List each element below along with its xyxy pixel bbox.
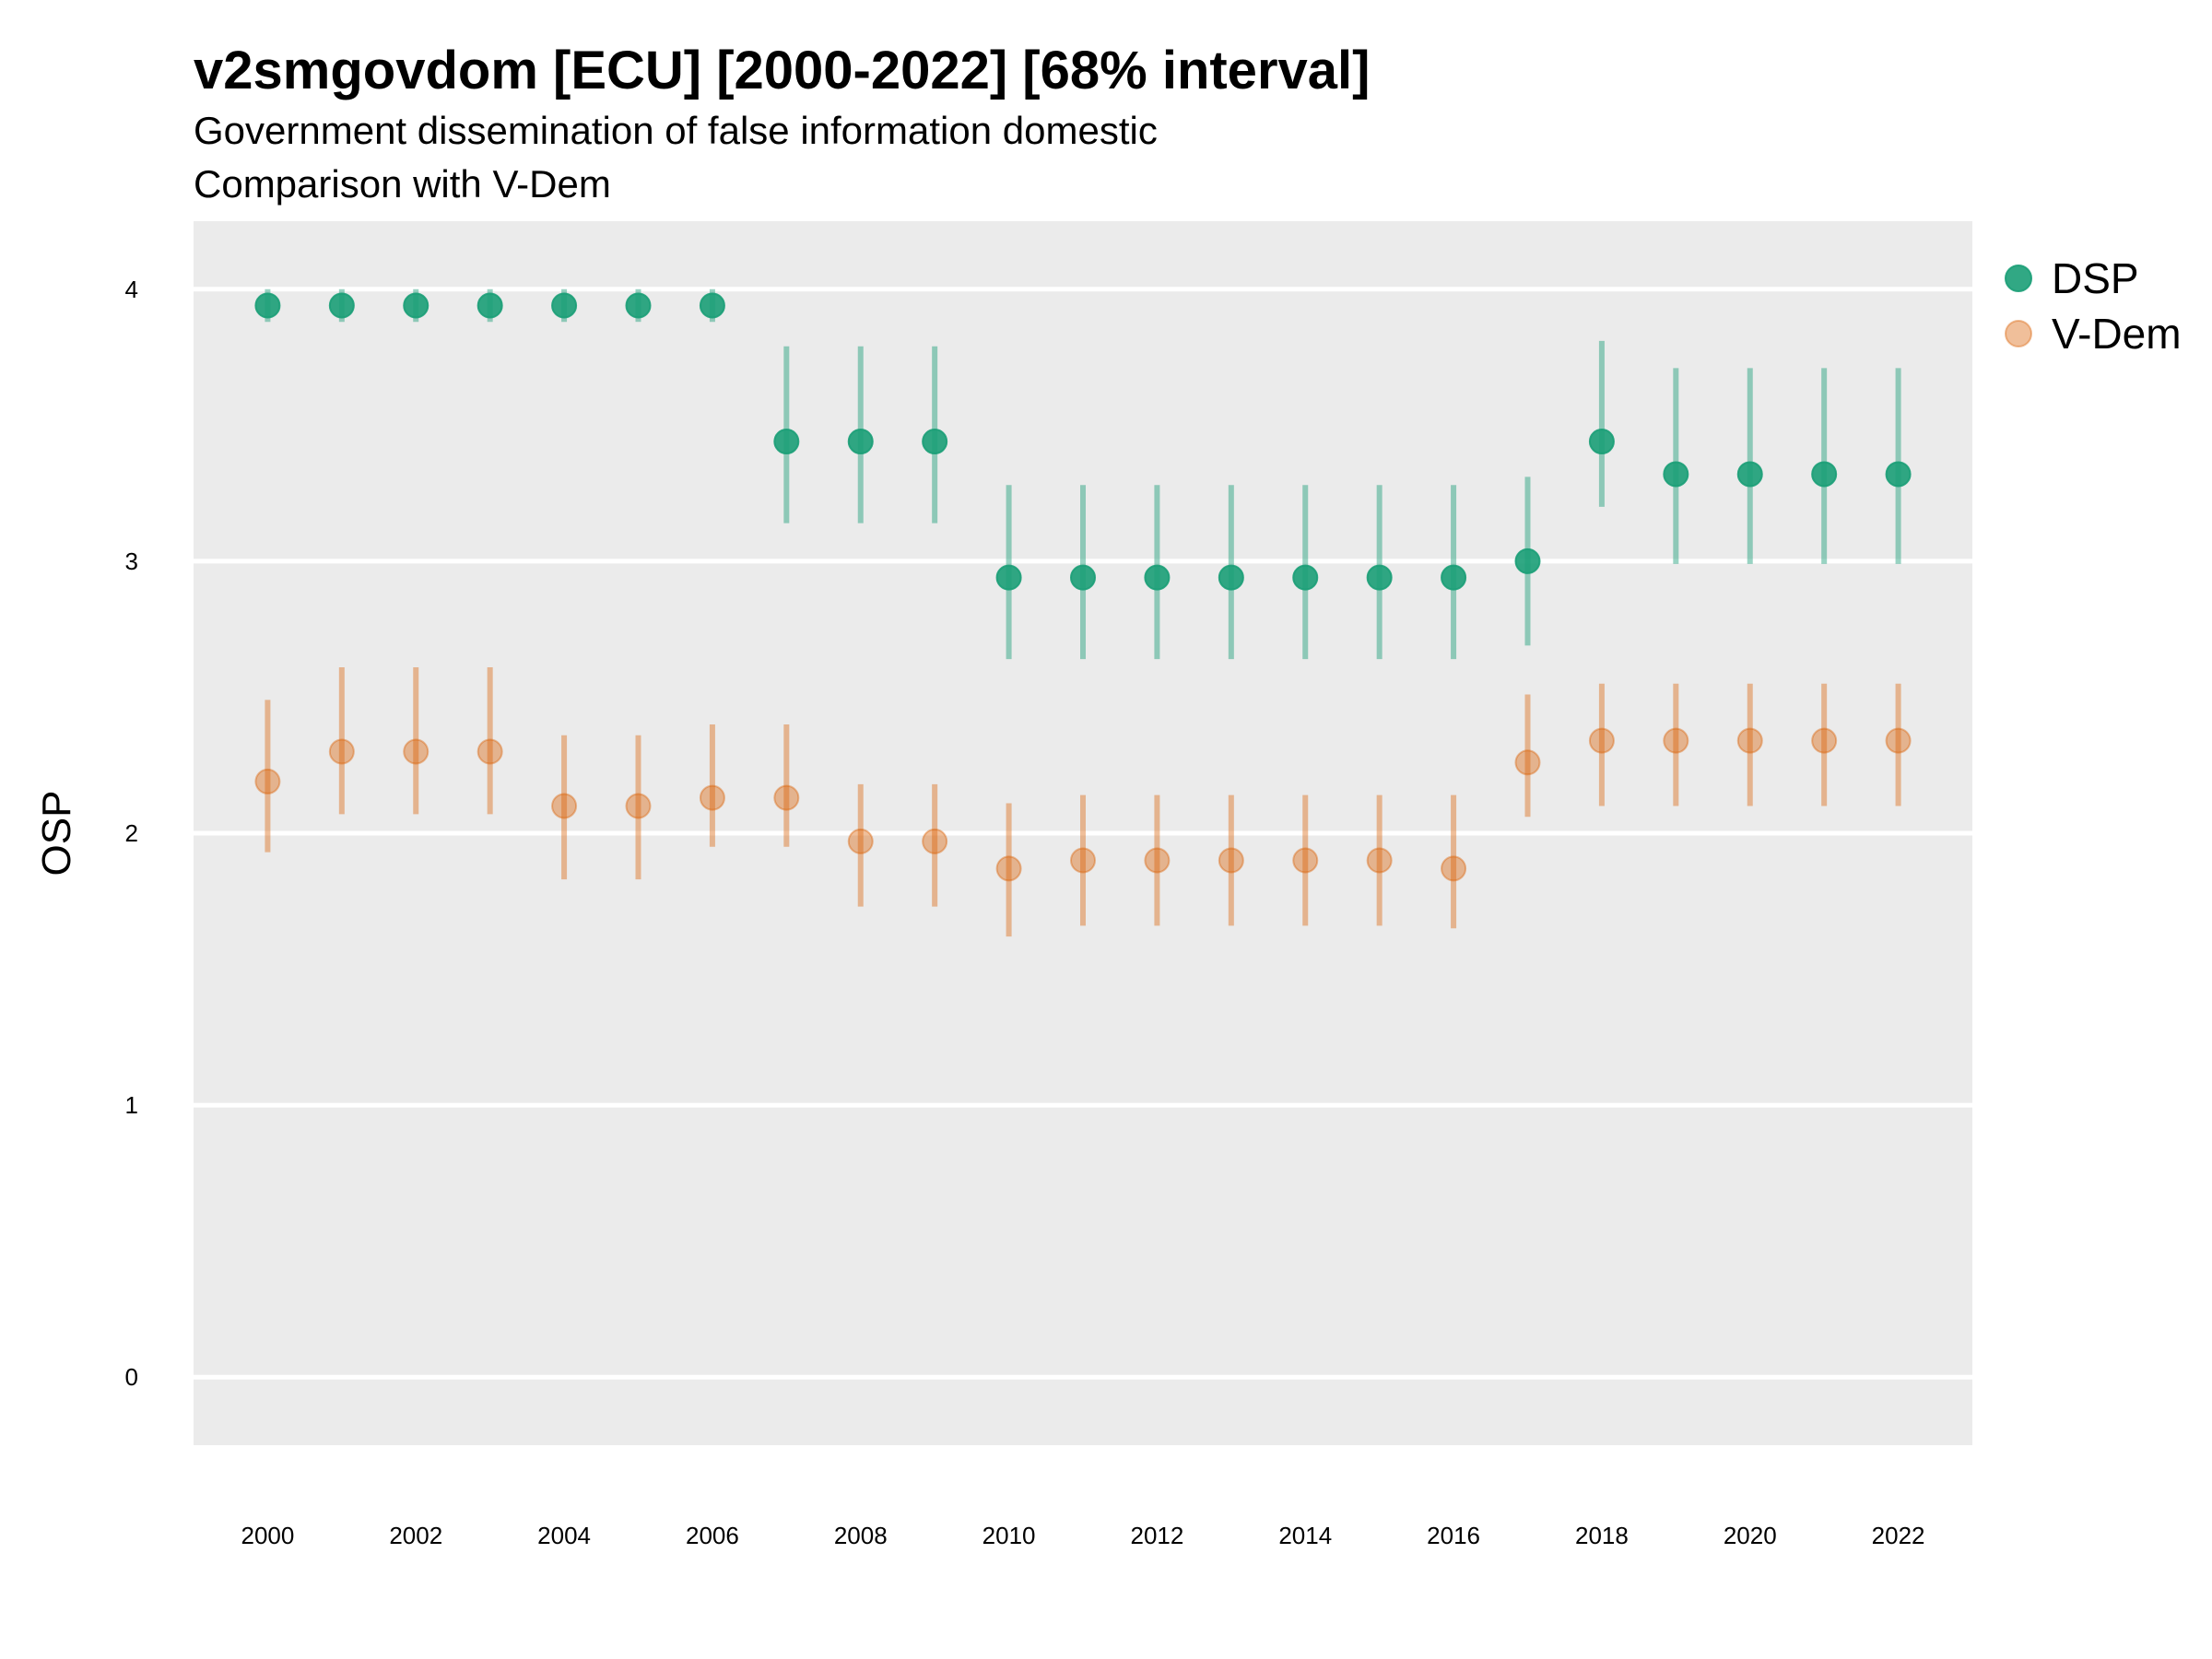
dsp-point-2009	[922, 429, 948, 455]
legend-label-v-dem: V-Dem	[2052, 310, 2182, 358]
dsp-point-2013	[1218, 564, 1244, 591]
v-dem-point-2006	[699, 784, 725, 811]
x-tick-label: 2014	[1278, 1522, 1332, 1549]
x-tick-label: 2022	[1872, 1522, 1925, 1549]
dsp-point-2015	[1366, 564, 1393, 591]
v-dem-point-2020	[1736, 727, 1763, 754]
legend-key-v-dem	[2005, 320, 2032, 347]
dsp-point-2007	[773, 429, 800, 455]
y-tick-label: 3	[125, 547, 138, 575]
dsp-point-2008	[847, 429, 874, 455]
x-tick-label: 2000	[241, 1522, 294, 1549]
v-dem-point-2003	[477, 738, 503, 765]
x-tick-label: 2002	[389, 1522, 442, 1549]
v-dem-point-2013	[1218, 847, 1244, 874]
v-dem-point-2014	[1292, 847, 1319, 874]
v-dem-point-2015	[1366, 847, 1393, 874]
data-points	[254, 292, 1912, 882]
x-tick-label: 2020	[1724, 1522, 1777, 1549]
chart-subtitle-comparison: Comparison with V-Dem	[194, 162, 611, 206]
dsp-point-2005	[625, 292, 652, 319]
grid-lines	[194, 287, 1972, 1380]
y-tick-label: 4	[125, 276, 138, 303]
x-tick-label: 2004	[537, 1522, 591, 1549]
dsp-point-2022	[1885, 461, 1912, 488]
dsp-point-2021	[1811, 461, 1838, 488]
dsp-point-2002	[403, 292, 429, 319]
x-tick-label: 2010	[982, 1522, 1036, 1549]
legend-key-dsp	[2005, 265, 2032, 292]
x-tick-labels: 2000 2002 2004 2006 2008 2010 2012 2014 2016 2018…	[241, 1522, 1924, 1549]
dsp-point-2018	[1588, 429, 1615, 455]
dsp-point-2012	[1144, 564, 1171, 591]
y-tick-label: 1	[125, 1091, 138, 1119]
v-dem-point-2001	[328, 738, 355, 765]
dsp-point-2010	[995, 564, 1022, 591]
dsp-point-2019	[1663, 461, 1689, 488]
v-dem-point-2019	[1663, 727, 1689, 754]
dsp-point-2003	[477, 292, 503, 319]
y-tick-labels: 0 1 2 3 4	[125, 276, 138, 1391]
dsp-point-2020	[1736, 461, 1763, 488]
v-dem-point-2022	[1885, 727, 1912, 754]
x-tick-label: 2006	[686, 1522, 739, 1549]
v-dem-point-2018	[1588, 727, 1615, 754]
legend: DSP V-Dem	[2005, 254, 2182, 358]
v-dem-point-2021	[1811, 727, 1838, 754]
x-tick-label: 2018	[1575, 1522, 1629, 1549]
v-dem-point-2004	[551, 793, 578, 819]
dsp-point-2001	[328, 292, 355, 319]
v-dem-point-2005	[625, 793, 652, 819]
v-dem-point-2000	[254, 768, 281, 794]
v-dem-point-2012	[1144, 847, 1171, 874]
x-tick-label: 2012	[1130, 1522, 1183, 1549]
y-axis-label: OSP	[34, 791, 79, 877]
x-tick-label: 2016	[1427, 1522, 1480, 1549]
legend-label-dsp: DSP	[2052, 254, 2139, 302]
dsp-point-2006	[699, 292, 725, 319]
dsp-point-2011	[1070, 564, 1096, 591]
v-dem-point-2007	[773, 784, 800, 811]
v-dem-point-2010	[995, 855, 1022, 882]
v-dem-point-2011	[1070, 847, 1096, 874]
chart-subtitle: Government dissemination of false inform…	[194, 109, 1158, 152]
dsp-point-2000	[254, 292, 281, 319]
y-tick-label: 2	[125, 819, 138, 847]
dsp-point-2017	[1514, 547, 1541, 574]
dsp-point-2014	[1292, 564, 1319, 591]
dsp-point-2004	[551, 292, 578, 319]
v-dem-point-2016	[1441, 855, 1467, 882]
v-dem-point-2008	[847, 828, 874, 854]
dsp-point-2016	[1441, 564, 1467, 591]
v-dem-point-2002	[403, 738, 429, 765]
y-tick-label: 0	[125, 1363, 138, 1391]
v-dem-point-2009	[922, 828, 948, 854]
v-dem-point-2017	[1514, 749, 1541, 776]
x-tick-label: 2008	[834, 1522, 888, 1549]
chart-title: v2smgovdom [ECU] [2000-2022] [68% interv…	[194, 41, 1370, 100]
